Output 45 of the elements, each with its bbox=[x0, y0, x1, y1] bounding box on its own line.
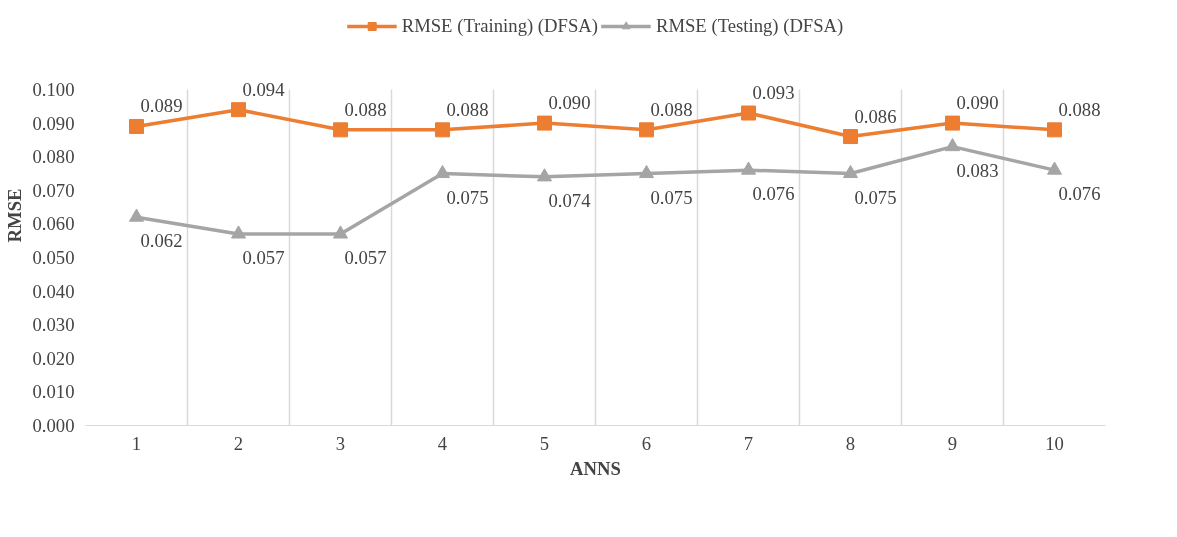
data-label: 0.074 bbox=[548, 189, 592, 211]
x-tick-label: 10 bbox=[1045, 432, 1064, 454]
x-axis-title: ANNS bbox=[570, 457, 621, 479]
data-label: 0.094 bbox=[242, 78, 286, 100]
x-tick-label: 6 bbox=[641, 432, 652, 454]
data-label: 0.088 bbox=[446, 98, 489, 120]
y-tick-label: 0.010 bbox=[32, 381, 75, 403]
data-label: 0.088 bbox=[650, 98, 693, 120]
y-tick-label: 0.070 bbox=[32, 179, 75, 201]
data-label: 0.083 bbox=[956, 159, 999, 181]
x-tick-label: 9 bbox=[947, 432, 958, 454]
data-label: 0.086 bbox=[854, 105, 897, 127]
x-tick-label: 5 bbox=[539, 432, 550, 454]
y-tick-label: 0.000 bbox=[32, 415, 75, 436]
data-label: 0.088 bbox=[344, 98, 387, 120]
data-label: 0.088 bbox=[1058, 98, 1101, 120]
y-tick-label: 0.080 bbox=[32, 146, 75, 168]
data-label: 0.057 bbox=[242, 246, 285, 268]
data-label: 0.076 bbox=[1058, 183, 1101, 205]
y-tick-label: 0.030 bbox=[32, 314, 75, 336]
x-tick-label: 7 bbox=[743, 432, 754, 454]
x-tick-label: 2 bbox=[233, 432, 244, 454]
data-label: 0.093 bbox=[752, 82, 795, 104]
y-tick-label: 0.040 bbox=[32, 280, 75, 302]
y-tick-label: 0.090 bbox=[32, 112, 75, 134]
data-label: 0.075 bbox=[446, 186, 489, 208]
y-tick-label: 0.020 bbox=[32, 347, 75, 369]
data-label: 0.062 bbox=[140, 230, 183, 252]
data-label: 0.090 bbox=[956, 92, 999, 114]
data-label: 0.075 bbox=[854, 186, 897, 208]
x-tick-label: 4 bbox=[437, 432, 448, 454]
legend-label: RMSE (Testing) (DFSA) bbox=[655, 15, 844, 37]
data-label: 0.090 bbox=[548, 92, 591, 114]
data-label: 0.075 bbox=[650, 186, 693, 208]
x-tick-label: 8 bbox=[845, 432, 856, 454]
legend-label: RMSE (Training) (DFSA) bbox=[401, 15, 598, 37]
y-tick-label: 0.050 bbox=[32, 247, 75, 268]
y-tick-label: 0.100 bbox=[32, 79, 75, 100]
data-label: 0.057 bbox=[344, 246, 387, 268]
data-label: 0.076 bbox=[752, 183, 795, 205]
data-label: 0.089 bbox=[140, 95, 183, 117]
x-tick-label: 1 bbox=[131, 432, 142, 454]
y-axis-title: RMSE bbox=[3, 188, 25, 243]
y-tick-label: 0.060 bbox=[32, 213, 75, 235]
x-tick-label: 3 bbox=[335, 432, 346, 454]
